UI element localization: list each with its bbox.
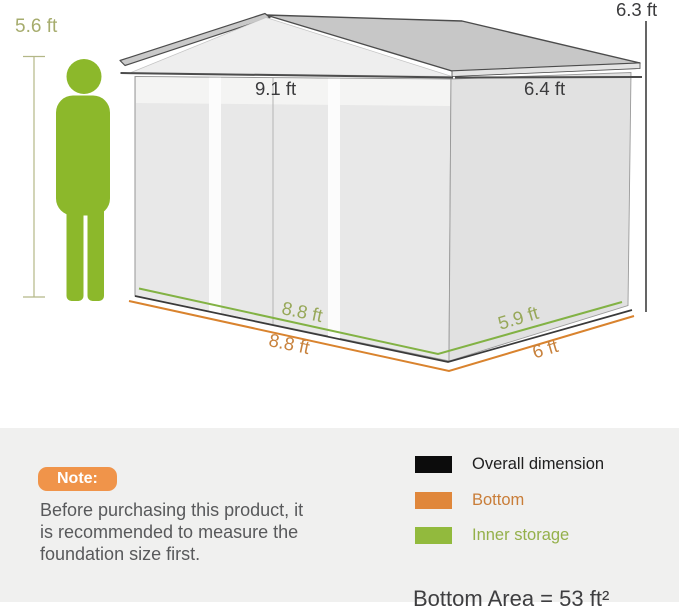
front-eaves-line bbox=[120, 72, 454, 79]
person-height-line bbox=[23, 55, 45, 298]
legend-item-overall-dimension: Overall dimension bbox=[415, 455, 605, 473]
note-badge: Note: bbox=[38, 467, 117, 491]
info-panel: Note: Before purchasing this product, it… bbox=[0, 428, 679, 611]
bottom-outline bbox=[128, 300, 635, 373]
side-eaves-line bbox=[454, 76, 643, 79]
bottom-swatch bbox=[415, 492, 452, 509]
legend-label: Inner storage bbox=[472, 526, 570, 544]
legend-item-inner-storage: Inner storage bbox=[415, 526, 570, 544]
legend-label: Bottom bbox=[472, 491, 525, 509]
note-badge-label: Note: bbox=[57, 470, 98, 487]
bottom-width-label: 8.8 ft bbox=[267, 329, 312, 358]
overall-height-label: 6.3 ft bbox=[616, 0, 657, 20]
inner-storage-swatch bbox=[415, 527, 452, 544]
door-frame-strip-left bbox=[209, 77, 221, 314]
note-text: Before purchasing this product, it is re… bbox=[40, 500, 304, 564]
overall-dimension-swatch bbox=[415, 456, 452, 473]
person-right-leg bbox=[87, 200, 104, 301]
bottom-area-text: Bottom Area = 53 ft² bbox=[413, 586, 610, 611]
roof-edge-band bbox=[451, 62, 641, 77]
person-torso bbox=[56, 95, 110, 216]
overall-depth-label: 6.4 ft bbox=[524, 78, 565, 99]
person-figure bbox=[56, 59, 110, 301]
person-height-label: 5.6 ft bbox=[15, 16, 58, 37]
shed-illustration: 5.6 ft 6.3 ft 9.1 ft 6.4 ft 8.8 ft 5.9 f… bbox=[15, 0, 657, 373]
legend-label: Overall dimension bbox=[472, 455, 605, 473]
legend-item-bottom: Bottom bbox=[415, 491, 525, 509]
overall-base-outline bbox=[134, 295, 633, 363]
door-frame-strip-right bbox=[328, 78, 340, 339]
right-wall bbox=[448, 72, 632, 362]
person-left-leg bbox=[66, 200, 84, 301]
person-head bbox=[66, 59, 102, 94]
inner-storage-outline bbox=[138, 287, 623, 356]
overall-width-label: 9.1 ft bbox=[255, 78, 296, 99]
roof-left-slope bbox=[119, 12, 271, 67]
